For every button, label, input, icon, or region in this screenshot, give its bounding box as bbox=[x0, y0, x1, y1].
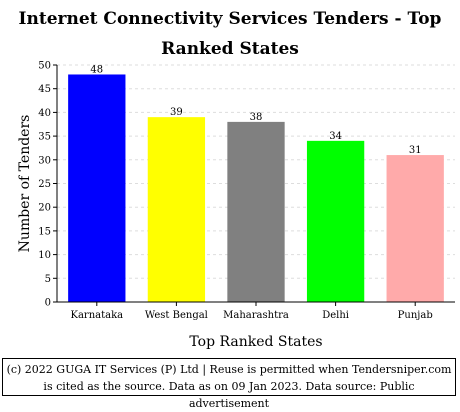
bar-punjab bbox=[386, 155, 444, 302]
y-axis-label: Number of Tenders bbox=[17, 115, 33, 253]
y-tick-label: 20 bbox=[38, 203, 51, 214]
data-label: 39 bbox=[170, 107, 183, 118]
data-label: 31 bbox=[409, 145, 422, 156]
x-tick-label: Delhi bbox=[322, 310, 349, 321]
x-tick-label: West Bengal bbox=[145, 310, 208, 321]
x-axis-label: Top Ranked States bbox=[189, 334, 322, 350]
y-tick-label: 0 bbox=[45, 298, 51, 309]
x-tick-label: Karnataka bbox=[70, 310, 123, 321]
y-tick-label: 35 bbox=[38, 132, 51, 143]
bar-west-bengal bbox=[147, 117, 206, 302]
y-tick-label: 15 bbox=[38, 226, 51, 237]
data-label: 48 bbox=[90, 64, 103, 75]
copyright-footer: (c) 2022 GUGA IT Services (P) Ltd | Reus… bbox=[2, 358, 456, 410]
y-tick-label: 45 bbox=[38, 84, 51, 95]
bar-maharashtra bbox=[227, 121, 285, 302]
data-label: 38 bbox=[250, 112, 263, 123]
chart-title: Internet Connectivity Services Tenders -… bbox=[18, 9, 442, 59]
y-tick-label: 5 bbox=[45, 274, 51, 285]
y-tick-label: 50 bbox=[38, 61, 51, 72]
x-tick-label: Maharashtra bbox=[223, 310, 289, 321]
bar-karnataka bbox=[68, 74, 126, 302]
bar-delhi bbox=[306, 140, 365, 302]
bar-chart: 0 5 10 15 20 25 30 35 40 45 50 48 Karnataka 39 West Be… bbox=[17, 61, 455, 350]
y-tick-label: 25 bbox=[38, 179, 51, 190]
y-tick-label: 30 bbox=[38, 155, 51, 166]
x-tick-label: Punjab bbox=[398, 310, 433, 321]
data-label: 34 bbox=[329, 131, 342, 142]
y-tick-label: 10 bbox=[38, 250, 51, 261]
y-tick-label: 40 bbox=[38, 108, 51, 119]
